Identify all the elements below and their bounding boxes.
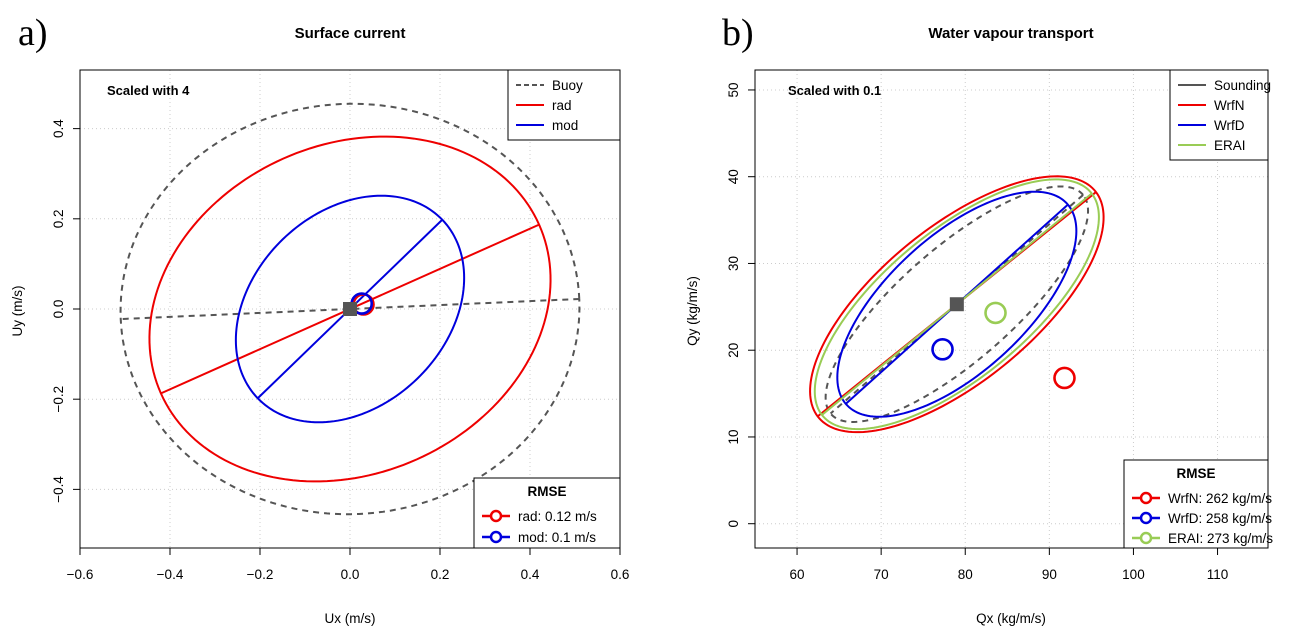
rmse-legend-title: RMSE [1176,466,1215,481]
x-tick-label: 0.0 [341,567,360,582]
rmse-legend-title: RMSE [527,484,566,499]
y-axis-label: Qy (kg/m/s) [685,276,700,346]
y-axis-label: Uy (m/s) [10,286,25,337]
plot-area [810,176,1104,432]
x-tick-label: 60 [790,567,805,582]
x-tick-label: 70 [874,567,889,582]
chart-title: Water vapour transport [928,25,1093,42]
x-tick-label: 90 [1042,567,1057,582]
y-tick-label: 0.2 [51,209,66,228]
y-tick-label: 0.0 [51,300,66,319]
rmse-marker-erai [986,303,1006,323]
rmse-legend-swatch-circle [1141,533,1151,543]
legend-label: Buoy [552,78,583,93]
legend: Buoy rad mod [508,70,620,140]
x-axis-label: Qx (kg/m/s) [976,611,1046,626]
x-tick-label: 0.6 [611,567,630,582]
y-tick-label: 0.4 [51,119,66,138]
legend: Sounding WrfN WrfD ERAI [1170,70,1271,160]
x-tick-label: −0.6 [67,567,94,582]
x-tick-label: 80 [958,567,973,582]
rmse-legend-label: WrfN: 262 kg/m/s [1168,491,1272,506]
panel-a: a) Surface current Ux (m/s) Uy (m/s) Sca… [10,12,629,626]
plot-area [121,104,580,514]
rmse-legend-label: mod: 0.1 m/s [518,530,596,545]
rmse-legend-swatch-circle [491,511,501,521]
y-tick-label: −0.4 [51,476,66,503]
y-tick-label: 0 [726,520,741,528]
scale-annotation: Scaled with 4 [107,83,190,98]
y-tick-label: 20 [726,343,741,358]
legend-label: rad [552,98,572,113]
legend-label: Sounding [1214,78,1271,93]
x-axis-label: Ux (m/s) [325,611,376,626]
rmse-marker-wrfn [1054,368,1074,388]
rmse-legend-swatch-circle [1141,513,1151,523]
legend-label: mod [552,118,578,133]
x-tick-label: 0.4 [521,567,540,582]
center-marker [343,302,357,316]
rmse-legend-label: ERAI: 273 kg/m/s [1168,531,1273,546]
y-tick-label: 40 [726,169,741,184]
x-tick-label: 110 [1207,567,1229,582]
rmse-legend: RMSE WrfN: 262 kg/m/s WrfD: 258 kg/m/s ERAI… [1124,460,1273,548]
legend-label: ERAI [1214,138,1246,153]
rmse-legend: RMSE rad: 0.12 m/s mod: 0.1 m/s [474,478,620,548]
x-tick-label: −0.4 [157,567,184,582]
y-tick-label: −0.2 [51,386,66,413]
x-tick-label: −0.2 [247,567,274,582]
rmse-legend-label: rad: 0.12 m/s [518,509,597,524]
scale-annotation: Scaled with 0.1 [788,83,881,98]
rmse-marker-wrfd [933,339,953,359]
panel-b: b) Water vapour transport Qx (kg/m/s) Qy… [685,12,1273,626]
chart-title: Surface current [295,25,406,42]
panel-label: b) [722,12,754,54]
rmse-legend-label: WrfD: 258 kg/m/s [1168,511,1272,526]
legend-label: WrfN [1214,98,1245,113]
y-tick-label: 50 [726,82,741,97]
center-marker [950,297,964,311]
y-tick-label: 10 [726,429,741,444]
y-tick-label: 30 [726,256,741,271]
rmse-legend-swatch-circle [1141,493,1151,503]
x-tick-label: 100 [1122,567,1145,582]
rmse-legend-swatch-circle [491,532,501,542]
panel-label: a) [18,12,48,54]
legend-label: WrfD [1214,118,1245,133]
x-tick-label: 0.2 [431,567,450,582]
